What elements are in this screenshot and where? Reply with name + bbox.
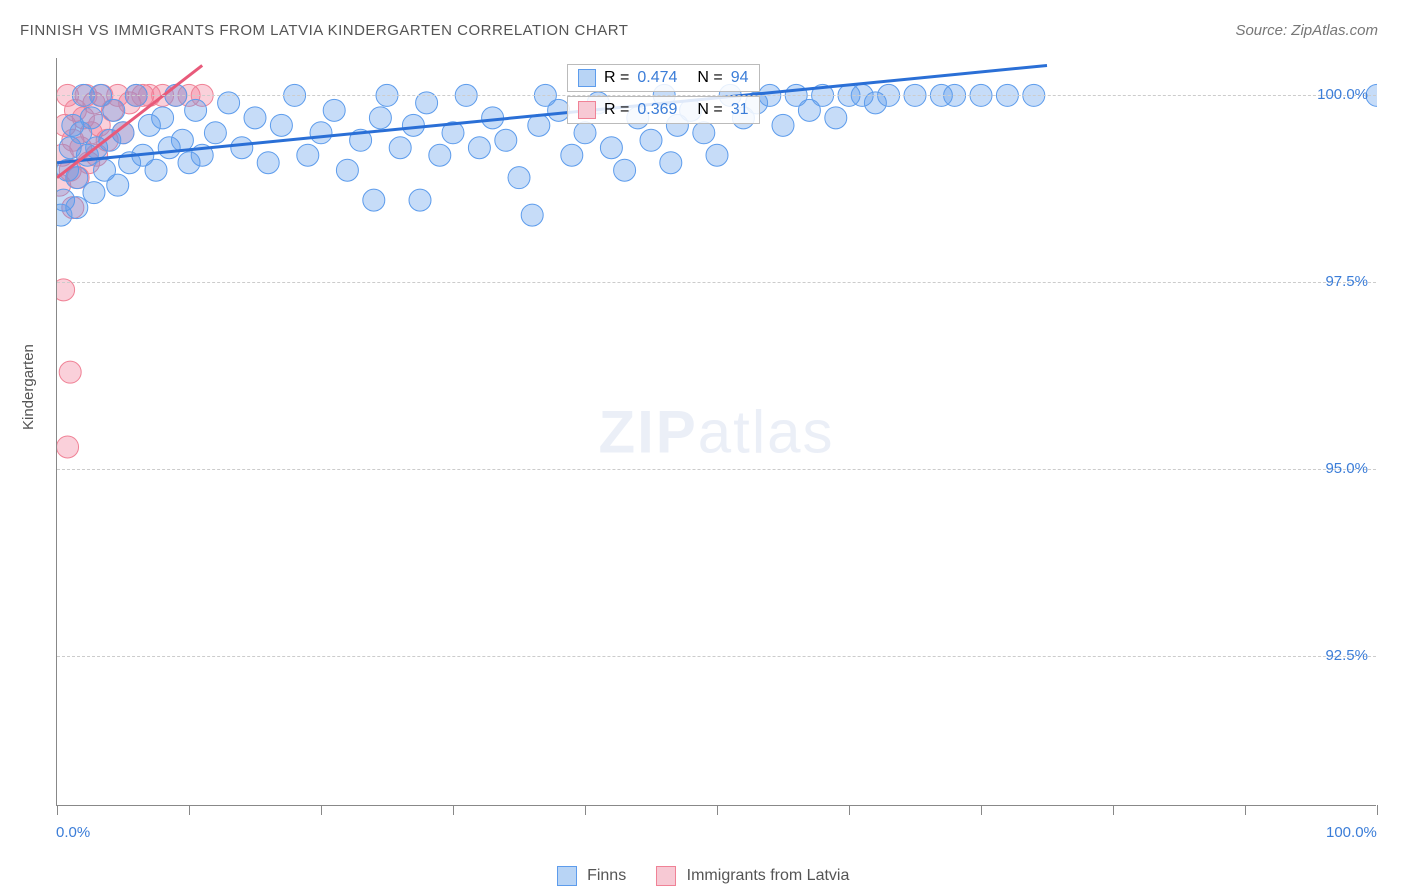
y-tick-label: 95.0% (1325, 460, 1368, 477)
swatch-latvia-icon (578, 101, 596, 119)
x-tick (981, 805, 982, 815)
data-point (693, 122, 715, 144)
data-point (107, 174, 129, 196)
scatter-chart (57, 58, 1377, 806)
x-tick (717, 805, 718, 815)
data-point (363, 189, 385, 211)
gridline (57, 282, 1376, 283)
gridline (57, 656, 1376, 657)
data-point (57, 436, 79, 458)
data-point (59, 361, 81, 383)
data-point (145, 159, 167, 181)
plot-area: ZIPatlas R = 0.474 N = 94 R = 0.369 N = … (56, 58, 1376, 806)
x-tick (849, 805, 850, 815)
stats-r-value-latvia: 0.369 (637, 101, 677, 119)
data-point (231, 137, 253, 159)
legend-item-latvia: Immigrants from Latvia (656, 866, 849, 886)
x-tick-label: 100.0% (1326, 824, 1377, 841)
source-attribution: Source: ZipAtlas.com (1235, 22, 1378, 39)
data-point (336, 159, 358, 181)
data-point (772, 114, 794, 136)
data-point (561, 144, 583, 166)
data-point (257, 152, 279, 174)
stats-r-label: R = (604, 69, 629, 87)
stats-n-value-latvia: 31 (731, 101, 749, 119)
data-point (825, 107, 847, 129)
stats-n-label: N = (697, 69, 722, 87)
data-point (402, 114, 424, 136)
x-tick (57, 805, 58, 815)
data-point (468, 137, 490, 159)
data-point (270, 114, 292, 136)
stats-r-value-finns: 0.474 (637, 69, 677, 87)
x-tick (321, 805, 322, 815)
stats-box-finns: R = 0.474 N = 94 (567, 64, 760, 92)
data-point (171, 129, 193, 151)
data-point (297, 144, 319, 166)
stats-r-label: R = (604, 101, 629, 119)
stats-box-latvia: R = 0.369 N = 31 (567, 96, 760, 124)
chart-title: FINNISH VS IMMIGRANTS FROM LATVIA KINDER… (20, 22, 628, 39)
data-point (185, 99, 207, 121)
data-point (323, 99, 345, 121)
data-point (600, 137, 622, 159)
data-point (204, 122, 226, 144)
legend-label-finns: Finns (587, 867, 626, 884)
y-tick-label: 100.0% (1317, 86, 1368, 103)
data-point (103, 99, 125, 121)
data-point (706, 144, 728, 166)
data-point (508, 167, 530, 189)
legend-label-latvia: Immigrants from Latvia (687, 867, 850, 884)
data-point (521, 204, 543, 226)
legend-item-finns: Finns (557, 866, 627, 886)
stats-n-label: N = (697, 101, 722, 119)
data-point (244, 107, 266, 129)
data-point (495, 129, 517, 151)
x-tick (189, 805, 190, 815)
data-point (369, 107, 391, 129)
data-point (409, 189, 431, 211)
data-point (614, 159, 636, 181)
data-point (640, 129, 662, 151)
data-point (660, 152, 682, 174)
data-point (310, 122, 332, 144)
data-point (429, 144, 451, 166)
data-point (83, 182, 105, 204)
x-tick (453, 805, 454, 815)
data-point (574, 122, 596, 144)
data-point (80, 107, 102, 129)
data-point (389, 137, 411, 159)
y-axis-label: Kindergarten (20, 344, 37, 430)
x-tick-label: 0.0% (56, 824, 90, 841)
stats-n-value-finns: 94 (731, 69, 749, 87)
x-tick (1377, 805, 1378, 815)
data-point (152, 107, 174, 129)
y-tick-label: 92.5% (1325, 647, 1368, 664)
y-tick-label: 97.5% (1325, 273, 1368, 290)
legend-swatch-finns-icon (557, 866, 577, 886)
x-tick (1113, 805, 1114, 815)
gridline (57, 95, 1376, 96)
x-tick (1245, 805, 1246, 815)
swatch-finns-icon (578, 69, 596, 87)
legend: Finns Immigrants from Latvia (0, 866, 1406, 886)
gridline (57, 469, 1376, 470)
legend-swatch-latvia-icon (656, 866, 676, 886)
x-tick (585, 805, 586, 815)
